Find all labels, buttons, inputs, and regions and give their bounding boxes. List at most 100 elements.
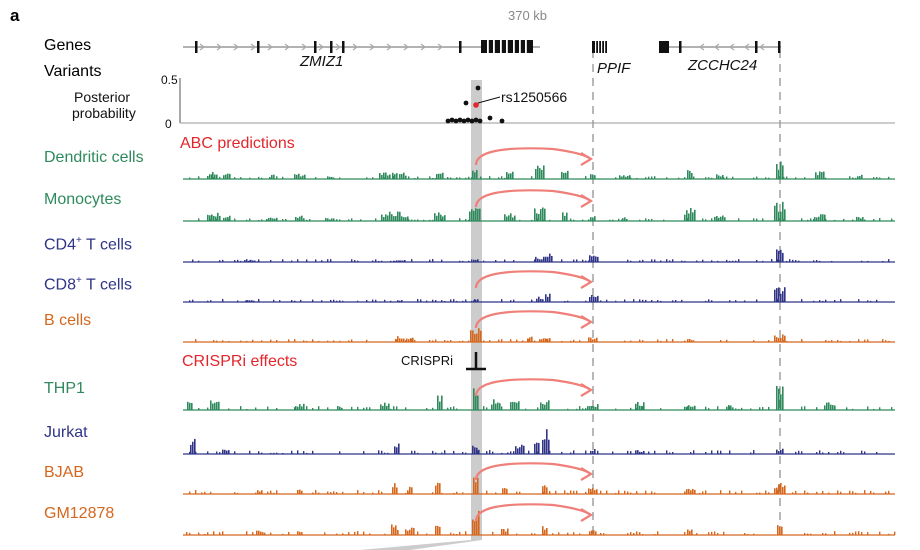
signal-bar	[666, 259, 668, 262]
signal-bar	[414, 219, 416, 221]
signal-bar	[244, 260, 246, 262]
signal-bar	[224, 449, 226, 454]
signal-bar	[596, 337, 598, 342]
signal-bar	[219, 452, 221, 454]
signal-bar	[412, 337, 414, 342]
variant-dot	[453, 118, 459, 124]
signal-bar	[453, 406, 455, 410]
signal-bar	[684, 214, 686, 221]
signal-bar	[534, 208, 536, 221]
exon-mark	[257, 41, 260, 53]
signal-bar	[630, 340, 632, 342]
signal-bar	[360, 219, 362, 221]
signal-bar	[399, 300, 401, 302]
signal-bar	[483, 260, 485, 262]
signal-bar	[392, 172, 394, 179]
signal-bar	[382, 405, 384, 410]
signal-bar	[297, 406, 299, 410]
signal-bar	[301, 406, 303, 410]
signal-bar	[297, 450, 299, 454]
signal-bar	[717, 219, 719, 221]
signal-bar	[819, 260, 821, 262]
signal-bar	[210, 219, 212, 221]
signal-bar	[595, 256, 597, 262]
signal-bar	[777, 299, 779, 302]
prediction-arrow	[474, 147, 592, 166]
signal-bar	[189, 177, 191, 179]
arrowhead-icon	[580, 467, 594, 481]
signal-bar	[693, 176, 695, 179]
signal-bar	[336, 300, 338, 302]
signal-bar	[357, 260, 359, 262]
signal-bar	[705, 219, 707, 221]
signal-bar	[612, 219, 614, 221]
signal-bar	[441, 492, 443, 494]
signal-bar	[318, 340, 320, 342]
signal-bar	[432, 450, 434, 454]
track-label-text: THP1	[44, 380, 85, 397]
signal-bar	[885, 340, 887, 342]
signal-bar	[686, 406, 688, 410]
signal-bar	[595, 406, 597, 410]
signal-bar	[536, 213, 538, 221]
arrowhead-icon	[580, 315, 594, 329]
signal-bar	[534, 533, 536, 535]
signal-bar	[882, 339, 884, 342]
signal-bar	[411, 219, 413, 221]
signal-bar	[753, 218, 755, 221]
signal-bar	[629, 175, 631, 179]
signal-bar	[258, 451, 260, 454]
signal-bar	[413, 527, 415, 535]
signal-bar	[615, 300, 617, 302]
signal-bar	[594, 216, 596, 221]
signal-bar	[312, 339, 314, 342]
signal-bar	[672, 339, 674, 342]
signal-bar	[579, 406, 581, 410]
signal-bar	[543, 219, 545, 221]
signal-bar	[735, 408, 737, 410]
signal-bar	[618, 218, 620, 221]
signal-bar	[776, 385, 778, 410]
signal-bar	[295, 216, 297, 221]
exon-gap	[500, 40, 502, 53]
signal-bar	[501, 176, 503, 179]
signal-bar	[387, 175, 389, 179]
signal-bar	[776, 202, 778, 221]
signal-bar	[304, 174, 306, 179]
track-label: Monocytes	[44, 191, 121, 209]
signal-bar	[294, 300, 296, 302]
strand-arrow-icon	[199, 43, 205, 51]
signal-bar	[342, 491, 344, 494]
signal-bar	[420, 299, 422, 302]
signal-bar	[270, 339, 272, 342]
signal-bar	[212, 403, 214, 410]
zcchc24-exon-block	[659, 41, 669, 53]
signal-bar	[778, 451, 780, 454]
signal-bar	[329, 219, 331, 221]
signal-bar	[429, 339, 431, 342]
signal-bar	[641, 451, 643, 454]
signal-bar	[585, 176, 587, 179]
signal-bar	[660, 300, 662, 302]
signal-bar	[315, 259, 317, 262]
signal-bar	[438, 212, 440, 221]
signal-bar	[381, 214, 383, 221]
signal-bar	[630, 492, 632, 494]
signal-bar	[472, 519, 474, 535]
signal-bar	[786, 260, 788, 262]
signal-bar	[270, 490, 272, 494]
arrowhead-icon	[580, 383, 594, 397]
signal-bar	[830, 404, 832, 410]
signal-bar	[654, 176, 656, 179]
signal-bar	[816, 491, 818, 494]
signal-bar	[643, 402, 645, 410]
signal-bar	[386, 405, 388, 410]
signal-bar	[684, 491, 686, 494]
signal-bar	[501, 528, 503, 535]
signal-bar	[222, 259, 224, 262]
signal-bar	[337, 406, 339, 410]
signal-bar	[539, 339, 541, 342]
signal-bar	[565, 172, 567, 179]
signal-bar	[246, 259, 248, 262]
signal-bar	[357, 406, 359, 410]
